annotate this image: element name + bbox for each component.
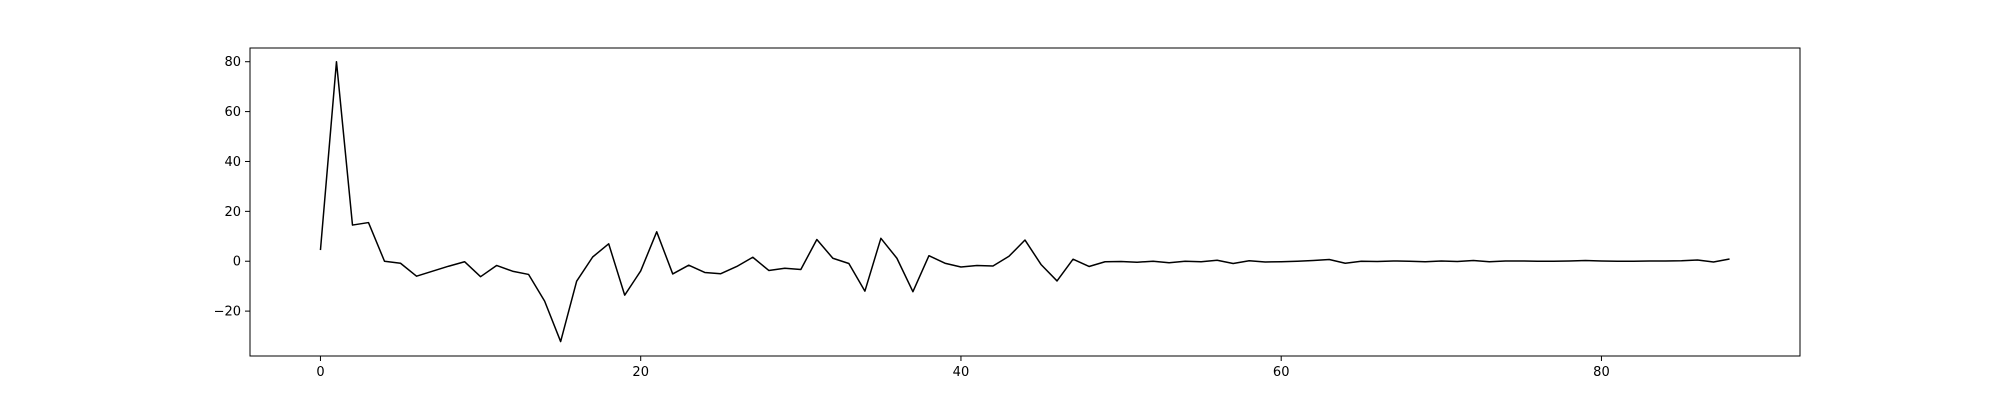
x-tick-label: 60 [1273,365,1290,380]
series-line [319,60,1730,343]
x-tick-label: 20 [632,365,649,380]
y-tick-label: 20 [224,205,241,220]
y-tick-label: 0 [233,255,241,270]
x-axis-ticks: 0 20 40 60 80 [316,356,1610,380]
plot-frame [249,47,1801,357]
series-layer [319,60,1730,343]
y-tick-label: −20 [214,305,241,320]
y-tick-label: 40 [224,155,241,170]
x-tick-label: 40 [953,365,970,380]
y-tick-label: 60 [224,105,241,120]
y-tick-label: 80 [224,55,241,70]
y-axis-ticks: −20 0 20 40 60 80 [214,55,250,320]
x-tick-label: 0 [316,365,324,380]
x-tick-label: 80 [1593,365,1610,380]
